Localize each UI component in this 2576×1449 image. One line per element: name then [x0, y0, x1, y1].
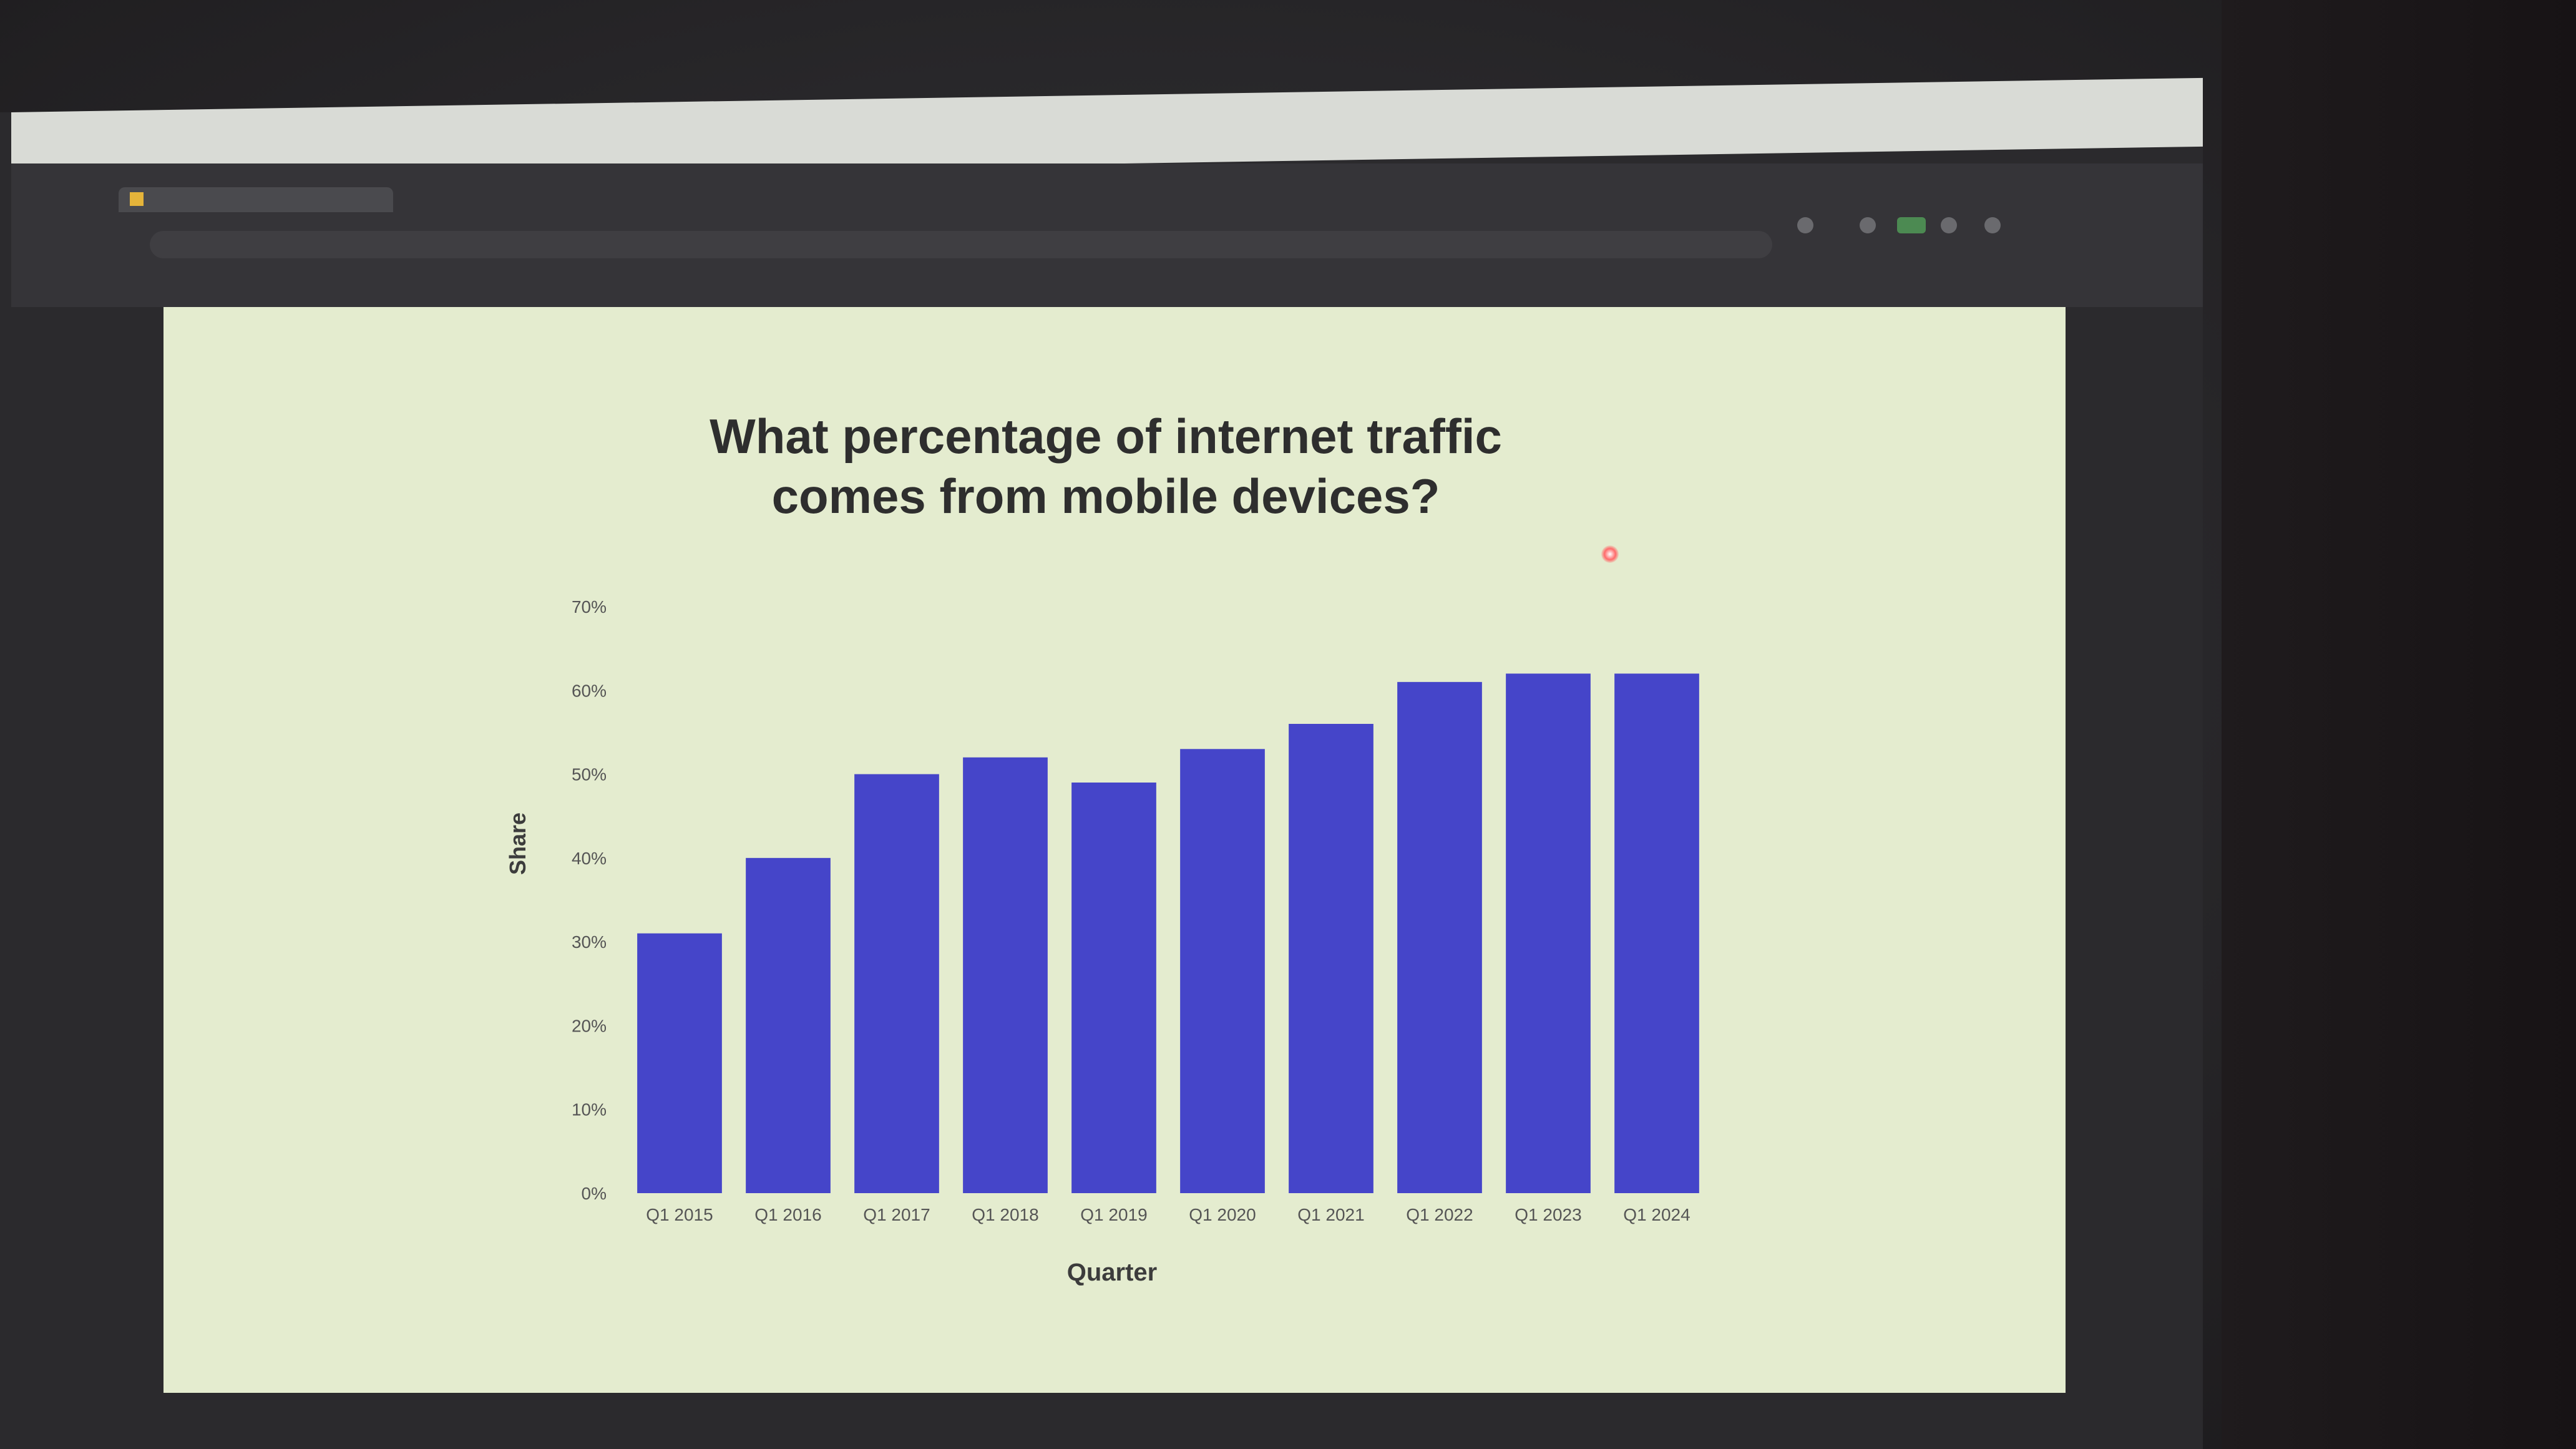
y-tick-label: 50%: [572, 765, 607, 784]
x-tick-label: Q1 2021: [1297, 1205, 1364, 1224]
toolbar-icon[interactable]: [1984, 217, 2001, 233]
bar: [963, 757, 1048, 1193]
right-wall: [2222, 0, 2576, 1449]
bar: [746, 857, 831, 1193]
y-tick-label: 60%: [572, 681, 607, 700]
y-axis-label: Share: [505, 812, 530, 875]
bar: [1506, 673, 1591, 1193]
bar: [854, 774, 939, 1193]
y-tick-label: 40%: [572, 849, 607, 868]
bar: [637, 933, 722, 1193]
x-tick-label: Q1 2022: [1406, 1205, 1473, 1224]
toolbar-icon[interactable]: [1797, 217, 1813, 233]
slides-favicon-icon: [130, 192, 144, 206]
x-tick-label: Q1 2019: [1080, 1205, 1147, 1224]
address-bar[interactable]: [150, 231, 1772, 258]
bar: [1397, 681, 1482, 1193]
toolbar-icon[interactable]: [1860, 217, 1876, 233]
chart-title-line-2: comes from mobile devices?: [772, 469, 1440, 524]
y-axis: 0% 10% 20% 30% 40% 50% 60% 70%: [572, 597, 607, 1203]
y-tick-label: 20%: [572, 1016, 607, 1035]
y-tick-label: 30%: [572, 932, 607, 952]
y-tick-label: 10%: [572, 1100, 607, 1120]
x-tick-label: Q1 2023: [1515, 1205, 1581, 1224]
bar: [1614, 673, 1699, 1193]
x-tick-label: Q1 2016: [754, 1205, 821, 1224]
bar: [1289, 724, 1373, 1193]
x-axis: Q1 2015 Q1 2016 Q1 2017 Q1 2018 Q1 2019 Q1 20…: [646, 1205, 1690, 1224]
browser-tab[interactable]: [119, 187, 393, 212]
bar-series: [637, 673, 1699, 1193]
meet-status-icon[interactable]: [1897, 217, 1926, 233]
x-tick-label: Q1 2015: [646, 1205, 713, 1224]
bar-chart: What percentage of internet traffic come…: [505, 409, 1699, 1286]
x-tick-label: Q1 2020: [1189, 1205, 1256, 1224]
y-tick-label: 70%: [572, 597, 607, 617]
bar: [1180, 749, 1265, 1193]
chart-title-line-1: What percentage of internet traffic: [710, 409, 1502, 464]
x-axis-label: Quarter: [1067, 1259, 1158, 1286]
laser-pointer-dot: [1601, 545, 1619, 563]
bar: [1071, 783, 1156, 1193]
y-tick-label: 0%: [582, 1184, 607, 1203]
x-tick-label: Q1 2024: [1623, 1205, 1690, 1224]
x-tick-label: Q1 2017: [863, 1205, 930, 1224]
toolbar-icon[interactable]: [1941, 217, 1957, 233]
x-tick-label: Q1 2018: [972, 1205, 1038, 1224]
